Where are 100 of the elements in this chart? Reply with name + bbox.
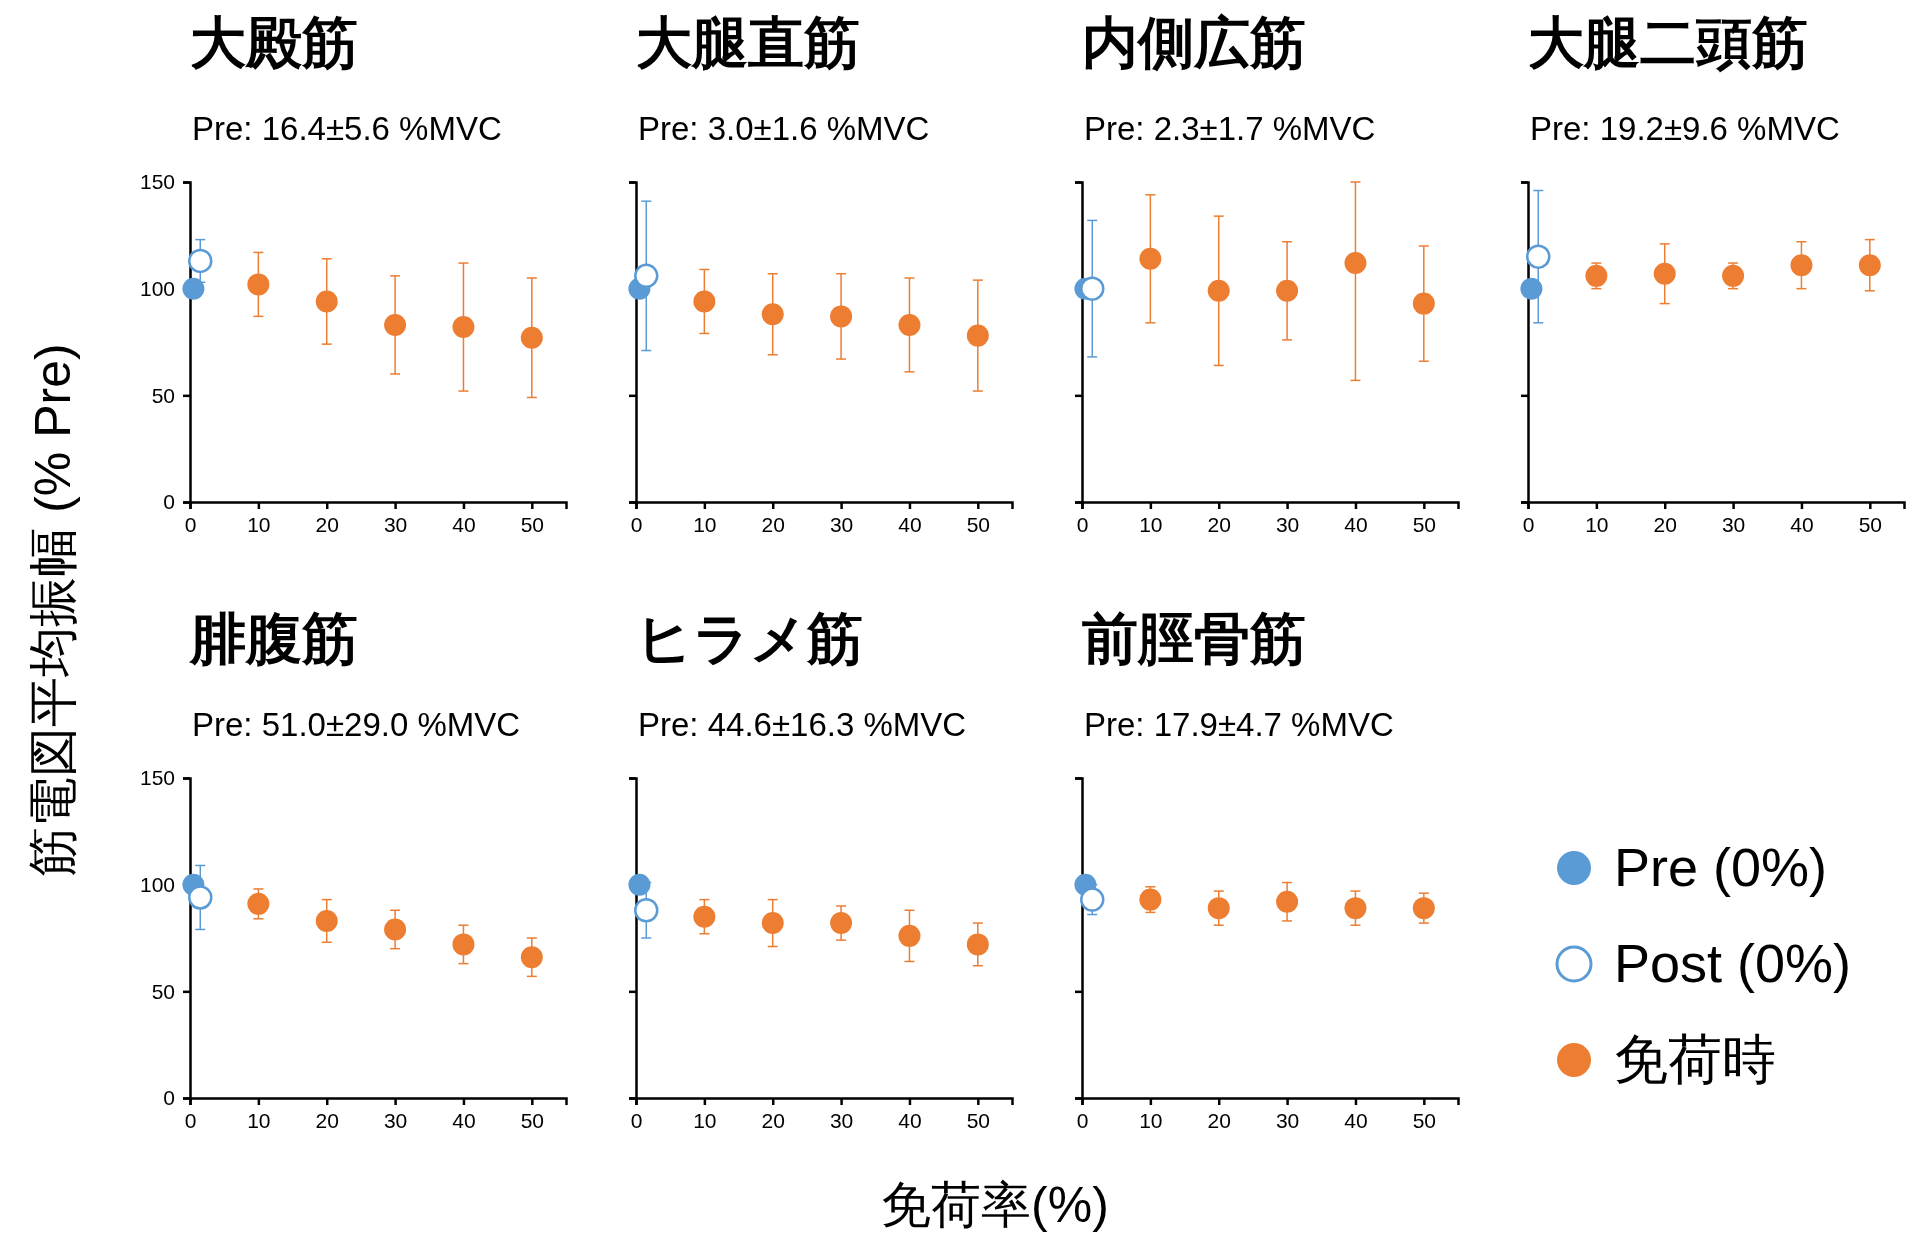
point <box>1653 262 1676 285</box>
chart-title: 腓腹筋 <box>188 607 358 670</box>
point <box>898 313 921 336</box>
chart-subtitle: Pre: 44.6±16.3 %MVC <box>638 706 967 743</box>
chart-subtitle: Pre: 16.4±5.6 %MVC <box>192 110 502 147</box>
x-tick-label: 20 <box>315 512 339 536</box>
x-tick-label: 40 <box>898 1108 922 1132</box>
x-tick-label: 0 <box>630 1108 643 1132</box>
point <box>898 924 921 947</box>
point <box>520 946 543 969</box>
y-tick-label: 50 <box>151 979 175 1003</box>
x-tick-label: 30 <box>383 1108 408 1132</box>
x-tick-label: 50 <box>966 512 990 536</box>
point <box>315 290 338 313</box>
x-tick-label: 0 <box>630 512 643 536</box>
point <box>1858 254 1881 277</box>
y-tick-label: 50 <box>151 383 175 407</box>
x-tick-label: 0 <box>1076 1108 1089 1132</box>
point <box>1344 897 1367 920</box>
point <box>1520 277 1543 300</box>
point <box>182 277 205 300</box>
y-tick-label: 0 <box>163 1086 175 1110</box>
x-tick-label: 10 <box>247 1108 271 1132</box>
point <box>1276 890 1299 913</box>
chart-title: ヒラメ筋 <box>636 607 863 670</box>
point <box>315 909 338 932</box>
point <box>628 873 651 896</box>
chart-title: 大腿直筋 <box>636 11 860 74</box>
point <box>452 933 475 956</box>
point <box>1080 276 1105 301</box>
chart-subtitle: Pre: 17.9±4.7 %MVC <box>1084 706 1394 743</box>
x-tick-label: 50 <box>1412 512 1436 536</box>
x-tick-label: 50 <box>1858 512 1882 536</box>
point <box>634 263 659 289</box>
point <box>761 303 784 326</box>
point <box>247 273 270 296</box>
x-tick-label: 40 <box>1790 512 1814 536</box>
x-tick-label: 10 <box>693 1108 717 1132</box>
point <box>1207 279 1230 302</box>
x-tick-label: 10 <box>1139 512 1163 536</box>
x-tick-label: 30 <box>1275 1108 1300 1132</box>
x-tick-label: 30 <box>1721 512 1746 536</box>
x-tick-label: 0 <box>1522 512 1535 536</box>
x-tick-label: 0 <box>184 512 197 536</box>
x-tick-label: 50 <box>1412 1108 1436 1132</box>
point <box>247 892 270 915</box>
x-tick-label: 20 <box>315 1108 339 1132</box>
x-tick-label: 10 <box>247 512 271 536</box>
x-tick-label: 20 <box>761 1108 785 1132</box>
x-tick-label: 10 <box>1139 1108 1163 1132</box>
point <box>693 905 716 928</box>
point <box>693 290 716 313</box>
x-tick-label: 30 <box>829 1108 854 1132</box>
y-tick-label: 150 <box>139 170 175 194</box>
x-tick-label: 20 <box>761 512 785 536</box>
point <box>634 898 659 923</box>
point <box>1412 897 1435 920</box>
chart-title: 大殿筋 <box>190 11 358 74</box>
point <box>1412 292 1435 315</box>
x-tick-label: 40 <box>1344 512 1368 536</box>
x-tick-label: 40 <box>452 512 476 536</box>
chart-title: 大腿二頭筋 <box>1528 11 1808 74</box>
y-tick-label: 100 <box>139 276 175 300</box>
point <box>188 248 213 274</box>
x-tick-label: 0 <box>184 1108 197 1132</box>
point <box>1722 264 1745 287</box>
x-tick-label: 10 <box>693 512 717 536</box>
point <box>1526 244 1551 269</box>
x-tick-label: 30 <box>383 512 408 536</box>
x-tick-label: 10 <box>1585 512 1609 536</box>
y-tick-label: 150 <box>139 766 175 790</box>
legend-label: Post (0%) <box>1614 933 1852 993</box>
point <box>966 933 989 956</box>
point <box>1139 888 1162 911</box>
x-tick-label: 20 <box>1653 512 1677 536</box>
point <box>452 316 475 339</box>
x-tick-label: 50 <box>520 1108 544 1132</box>
point <box>384 313 407 336</box>
x-tick-label: 30 <box>829 512 854 536</box>
point <box>1790 254 1813 277</box>
point <box>1344 252 1367 275</box>
x-tick-label: 0 <box>1076 512 1089 536</box>
chart-title: 内側広筋 <box>1082 11 1306 74</box>
point <box>1276 279 1299 302</box>
x-tick-label: 20 <box>1207 512 1231 536</box>
y-tick-label: 100 <box>139 872 175 896</box>
legend-label: 免荷時 <box>1614 1029 1776 1089</box>
y-axis-title: 筋電図平均振幅 (% Pre) <box>25 343 81 877</box>
y-tick-label: 0 <box>163 490 175 514</box>
chart-subtitle: Pre: 19.2±9.6 %MVC <box>1530 110 1840 147</box>
x-tick-label: 20 <box>1207 1108 1231 1132</box>
point <box>966 324 989 347</box>
chart-subtitle: Pre: 2.3±1.7 %MVC <box>1084 110 1376 147</box>
x-tick-label: 40 <box>452 1108 476 1132</box>
point <box>830 305 853 328</box>
x-tick-label: 40 <box>898 512 922 536</box>
x-tick-label: 40 <box>1344 1108 1368 1132</box>
point <box>1207 897 1230 920</box>
point <box>1585 264 1608 287</box>
point <box>830 912 853 935</box>
